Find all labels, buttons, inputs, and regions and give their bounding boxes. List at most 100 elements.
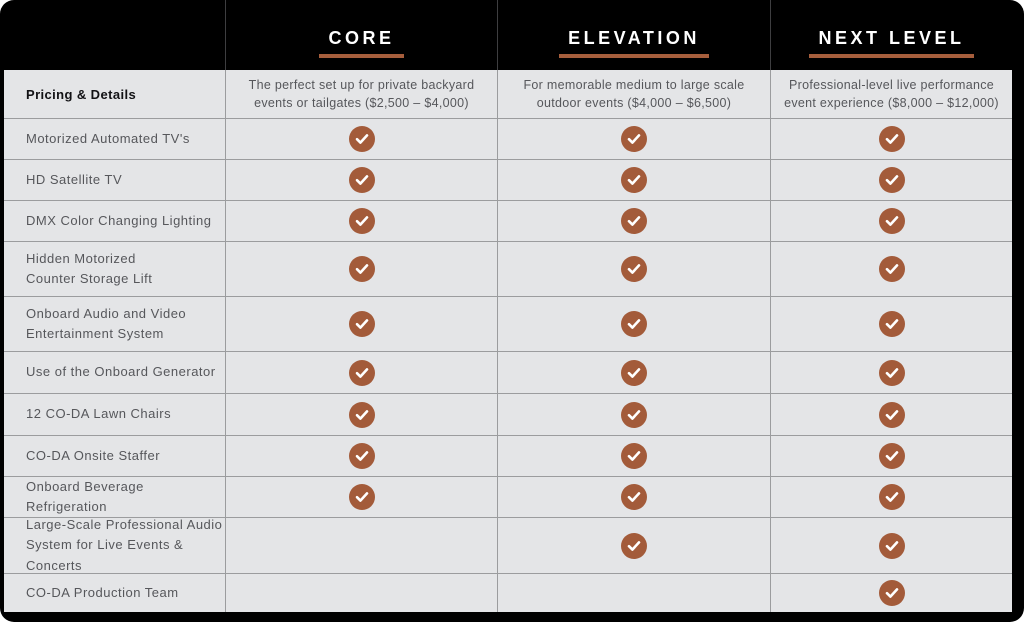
check-icon <box>348 256 375 282</box>
elevation-check-cell <box>497 242 770 297</box>
feature-name-cell: Motorized Automated TV's <box>4 119 225 160</box>
check-icon <box>878 311 905 337</box>
elevation-check-cell <box>497 119 770 160</box>
pricing-table: CORE ELEVATION NEXT LEVEL Pricing & Deta… <box>4 0 1012 612</box>
next-level-check-cell <box>770 477 1012 518</box>
next-level-check-cell <box>770 518 1012 574</box>
core-check-cell <box>225 242 497 297</box>
check-icon <box>621 484 647 510</box>
next-level-check-cell <box>770 394 1012 436</box>
check-icon <box>878 580 905 606</box>
next-level-check-cell <box>770 297 1012 352</box>
core-check-cell <box>225 119 497 160</box>
check-icon <box>621 167 647 193</box>
core-check-cell <box>225 201 497 242</box>
next-level-check-cell <box>770 574 1012 612</box>
check-icon <box>878 208 905 234</box>
check-icon <box>348 443 375 469</box>
elevation-check-cell <box>497 394 770 436</box>
feature-name-cell: Large-Scale Professional Audio System fo… <box>4 517 225 574</box>
feature-label: CO-DA Onsite Staffer <box>26 447 161 463</box>
next-level-check-cell <box>770 160 1012 201</box>
elevation-check-cell <box>497 297 770 352</box>
core-check-cell <box>225 477 497 518</box>
check-icon <box>621 359 647 386</box>
check-icon <box>878 401 905 428</box>
check-icon <box>878 167 905 193</box>
elevation-check-cell <box>497 160 770 201</box>
feature-label: Onboard Beverage Refrigeration <box>26 478 144 514</box>
next-level-check-cell <box>770 352 1012 394</box>
feature-name-cell: DMX Color Changing Lighting <box>4 201 225 242</box>
check-icon <box>878 126 905 152</box>
feature-name-cell: CO-DA Production Team <box>4 574 225 612</box>
tier-header-core: CORE <box>225 0 497 70</box>
tier-header-elevation: ELEVATION <box>497 0 770 70</box>
check-icon <box>348 484 375 510</box>
tier-description-text: The perfect set up for private backyard … <box>248 77 475 110</box>
check-icon <box>878 256 905 282</box>
check-icon <box>621 401 647 428</box>
feature-name-cell: CO-DA Onsite Staffer <box>4 436 225 477</box>
feature-label: CO-DA Production Team <box>26 584 179 600</box>
feature-label: Hidden Motorized Counter Storage Lift <box>26 250 153 286</box>
pricing-details-label: Pricing & Details <box>26 86 137 102</box>
check-icon <box>348 359 375 386</box>
tier-header-next-level: NEXT LEVEL <box>770 0 1012 70</box>
core-check-cell <box>225 297 497 352</box>
feature-name-cell: Onboard Beverage Refrigeration <box>4 477 225 518</box>
check-icon <box>878 484 905 510</box>
next-level-check-cell <box>770 119 1012 160</box>
feature-label: DMX Color Changing Lighting <box>26 212 212 228</box>
core-check-cell <box>225 160 497 201</box>
feature-label: Large-Scale Professional Audio System fo… <box>26 517 223 573</box>
elevation-check-cell <box>497 436 770 477</box>
tier-title-next-level: NEXT LEVEL <box>809 28 974 58</box>
feature-name-cell: Use of the Onboard Generator <box>4 352 225 394</box>
feature-label: Onboard Audio and Video Entertainment Sy… <box>26 305 187 341</box>
check-icon <box>348 311 375 337</box>
check-icon <box>621 311 647 337</box>
elevation-check-cell <box>497 518 770 574</box>
tier-title-core: CORE <box>319 28 404 58</box>
next-level-check-cell <box>770 242 1012 297</box>
core-check-cell <box>225 518 497 574</box>
core-check-cell <box>225 352 497 394</box>
feature-label: HD Satellite TV <box>26 171 123 187</box>
feature-label: 12 CO-DA Lawn Chairs <box>26 406 172 422</box>
check-icon <box>878 359 905 386</box>
check-icon <box>621 443 647 469</box>
elevation-check-cell <box>497 352 770 394</box>
pricing-details-cell: Pricing & Details <box>4 70 225 119</box>
core-check-cell <box>225 436 497 477</box>
core-check-cell <box>225 394 497 436</box>
check-icon <box>878 532 905 559</box>
tier-title-elevation: ELEVATION <box>559 28 709 58</box>
feature-label: Use of the Onboard Generator <box>26 364 216 380</box>
check-icon <box>621 532 647 559</box>
next-level-check-cell <box>770 436 1012 477</box>
feature-name-cell: Hidden Motorized Counter Storage Lift <box>4 242 225 297</box>
tier-description-core: The perfect set up for private backyard … <box>225 70 497 119</box>
check-icon <box>621 256 647 282</box>
check-icon <box>348 126 375 152</box>
elevation-check-cell <box>497 574 770 612</box>
tier-description-text: Professional-level live performance even… <box>784 77 999 110</box>
next-level-check-cell <box>770 201 1012 242</box>
tier-description-next-level: Professional-level live performance even… <box>770 70 1012 119</box>
elevation-check-cell <box>497 477 770 518</box>
check-icon <box>348 167 375 193</box>
check-icon <box>878 443 905 469</box>
feature-label: Motorized Automated TV's <box>26 130 190 146</box>
check-icon <box>621 126 647 152</box>
tier-description-text: For memorable medium to large scale outd… <box>523 77 745 110</box>
feature-name-cell: Onboard Audio and Video Entertainment Sy… <box>4 297 225 352</box>
elevation-check-cell <box>497 201 770 242</box>
core-check-cell <box>225 574 497 612</box>
check-icon <box>348 208 375 234</box>
feature-name-cell: 12 CO-DA Lawn Chairs <box>4 394 225 436</box>
check-icon <box>621 208 647 234</box>
tier-description-elevation: For memorable medium to large scale outd… <box>497 70 770 119</box>
feature-name-cell: HD Satellite TV <box>4 160 225 201</box>
